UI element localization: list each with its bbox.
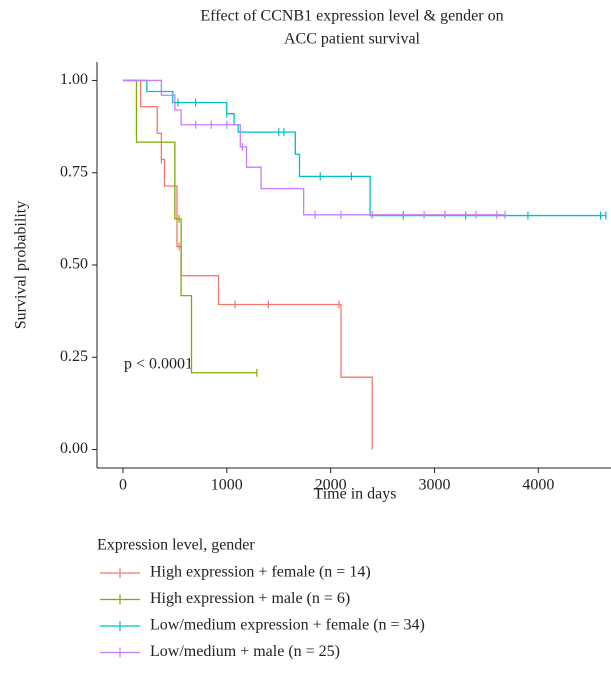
survival-curve xyxy=(122,79,257,374)
x-tick-label: 2000 xyxy=(315,477,347,494)
legend-title: Expression level, gender xyxy=(97,537,255,554)
x-tick-label: 1000 xyxy=(211,477,243,494)
annotation: p < 0.0001 xyxy=(124,356,193,373)
y-tick-label: 0.00 xyxy=(60,440,88,457)
y-axis-title: Survival probability xyxy=(13,201,30,329)
legend-label: High expression + female (n = 14) xyxy=(150,564,371,581)
y-tick-label: 0.25 xyxy=(60,348,88,365)
survival-curve xyxy=(122,79,373,450)
x-tick-label: 4000 xyxy=(522,477,554,494)
legend-label: High expression + male (n = 6) xyxy=(150,590,350,607)
legend-label: Low/medium expression + female (n = 34) xyxy=(150,617,425,634)
chart-title: ACC patient survival xyxy=(284,31,421,48)
y-tick-label: 0.50 xyxy=(60,256,88,273)
x-axis-title: Time in days xyxy=(314,486,397,503)
x-tick-label: 3000 xyxy=(418,477,450,494)
chart-title: Effect of CCNB1 expression level & gende… xyxy=(200,8,503,25)
y-tick-label: 1.00 xyxy=(60,71,88,88)
y-tick-label: 0.75 xyxy=(60,163,88,180)
survival-curve xyxy=(122,79,506,216)
x-tick-label: 0 xyxy=(119,477,127,494)
legend-label: Low/medium + male (n = 25) xyxy=(150,643,340,660)
